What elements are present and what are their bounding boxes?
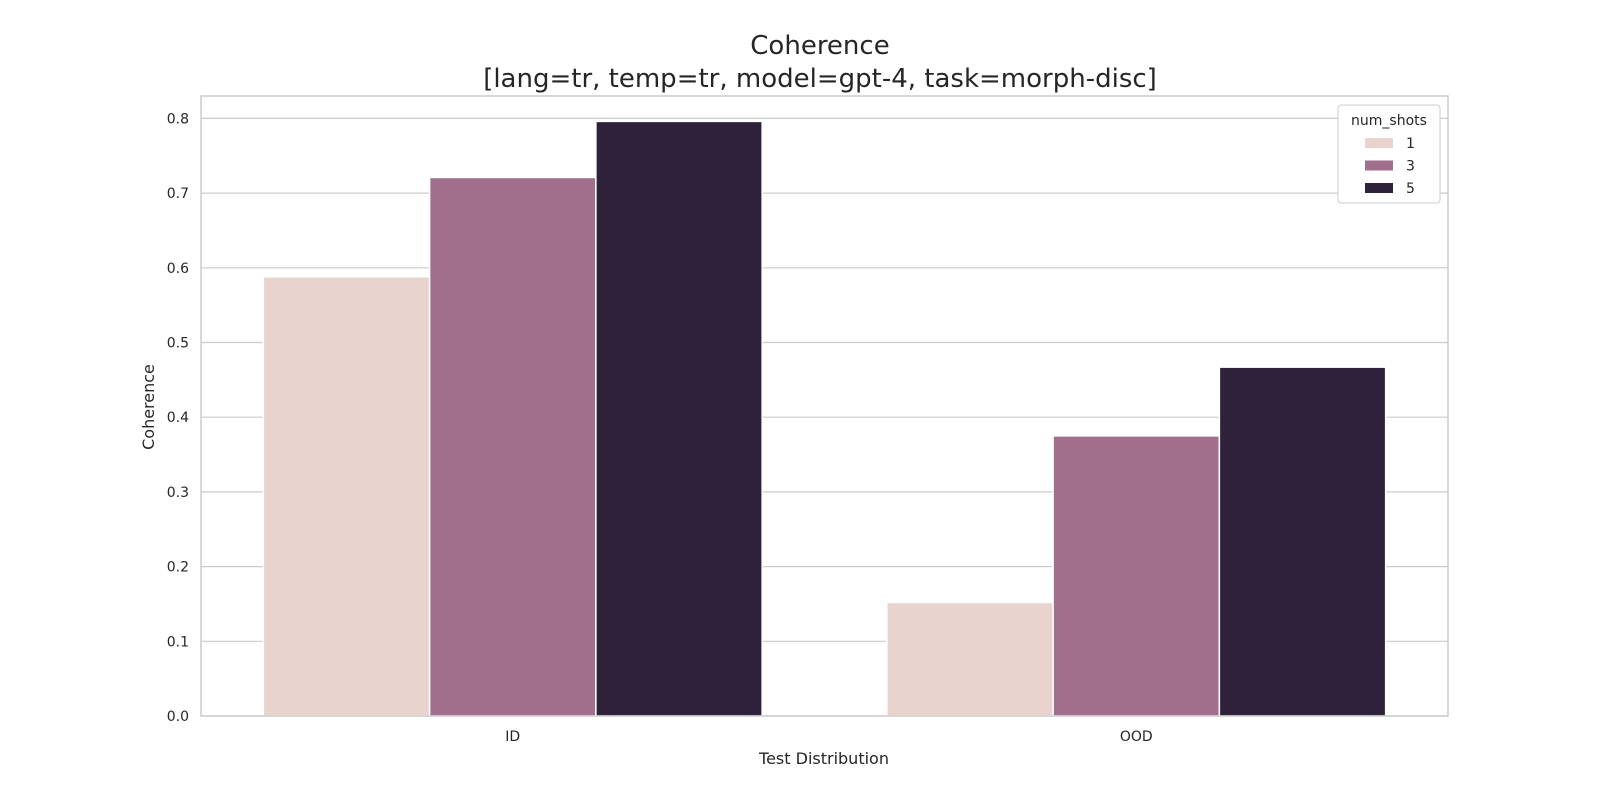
y-axis-ticks: 0.0 0.1 0.2 0.3 0.4 0.5 0.6 0.7 0.8 bbox=[167, 111, 189, 725]
legend-label-5: 5 bbox=[1406, 181, 1415, 197]
bar-ood-shots-1 bbox=[886, 601, 1054, 717]
bar-id-shots-3 bbox=[428, 176, 597, 717]
x-axis-label: Test Distribution bbox=[758, 749, 889, 768]
legend-label-3: 3 bbox=[1406, 159, 1415, 175]
bar-ood-shots-3 bbox=[1052, 435, 1221, 717]
bar-id-shots-1 bbox=[262, 276, 431, 717]
y-tick-label: 0.4 bbox=[167, 410, 189, 426]
legend-swatch-3 bbox=[1365, 160, 1393, 171]
legend-swatch-1 bbox=[1365, 138, 1393, 148]
y-tick-label: 0.5 bbox=[167, 336, 189, 352]
legend-label-1: 1 bbox=[1406, 136, 1415, 152]
bar-id-shots-5 bbox=[595, 120, 763, 717]
y-tick-label: 0.0 bbox=[167, 709, 189, 725]
bars bbox=[262, 120, 1387, 717]
x-tick-label: OOD bbox=[1120, 729, 1153, 745]
legend-swatch-5 bbox=[1365, 183, 1393, 193]
y-tick-label: 0.6 bbox=[167, 261, 189, 277]
legend-title: num_shots bbox=[1351, 113, 1427, 129]
x-axis-ticks: ID OOD bbox=[505, 729, 1152, 745]
chart-title: Coherence bbox=[750, 31, 889, 61]
legend-items: 1 3 5 bbox=[1365, 136, 1415, 197]
y-tick-label: 0.7 bbox=[167, 186, 189, 202]
y-tick-label: 0.3 bbox=[167, 485, 189, 501]
bar-ood-shots-5 bbox=[1218, 366, 1387, 717]
plot-frame bbox=[200, 95, 1449, 717]
y-tick-label: 0.2 bbox=[167, 560, 189, 576]
y-tick-label: 0.8 bbox=[167, 111, 189, 127]
y-tick-label: 0.1 bbox=[167, 634, 189, 650]
legend: num_shots 1 3 5 bbox=[1337, 104, 1441, 204]
x-tick-label: ID bbox=[505, 729, 520, 745]
y-axis-label: Coherence bbox=[139, 364, 158, 450]
legend-box bbox=[1337, 104, 1441, 204]
chart-subtitle: [lang=tr, temp=tr, model=gpt-4, task=mor… bbox=[483, 64, 1157, 94]
